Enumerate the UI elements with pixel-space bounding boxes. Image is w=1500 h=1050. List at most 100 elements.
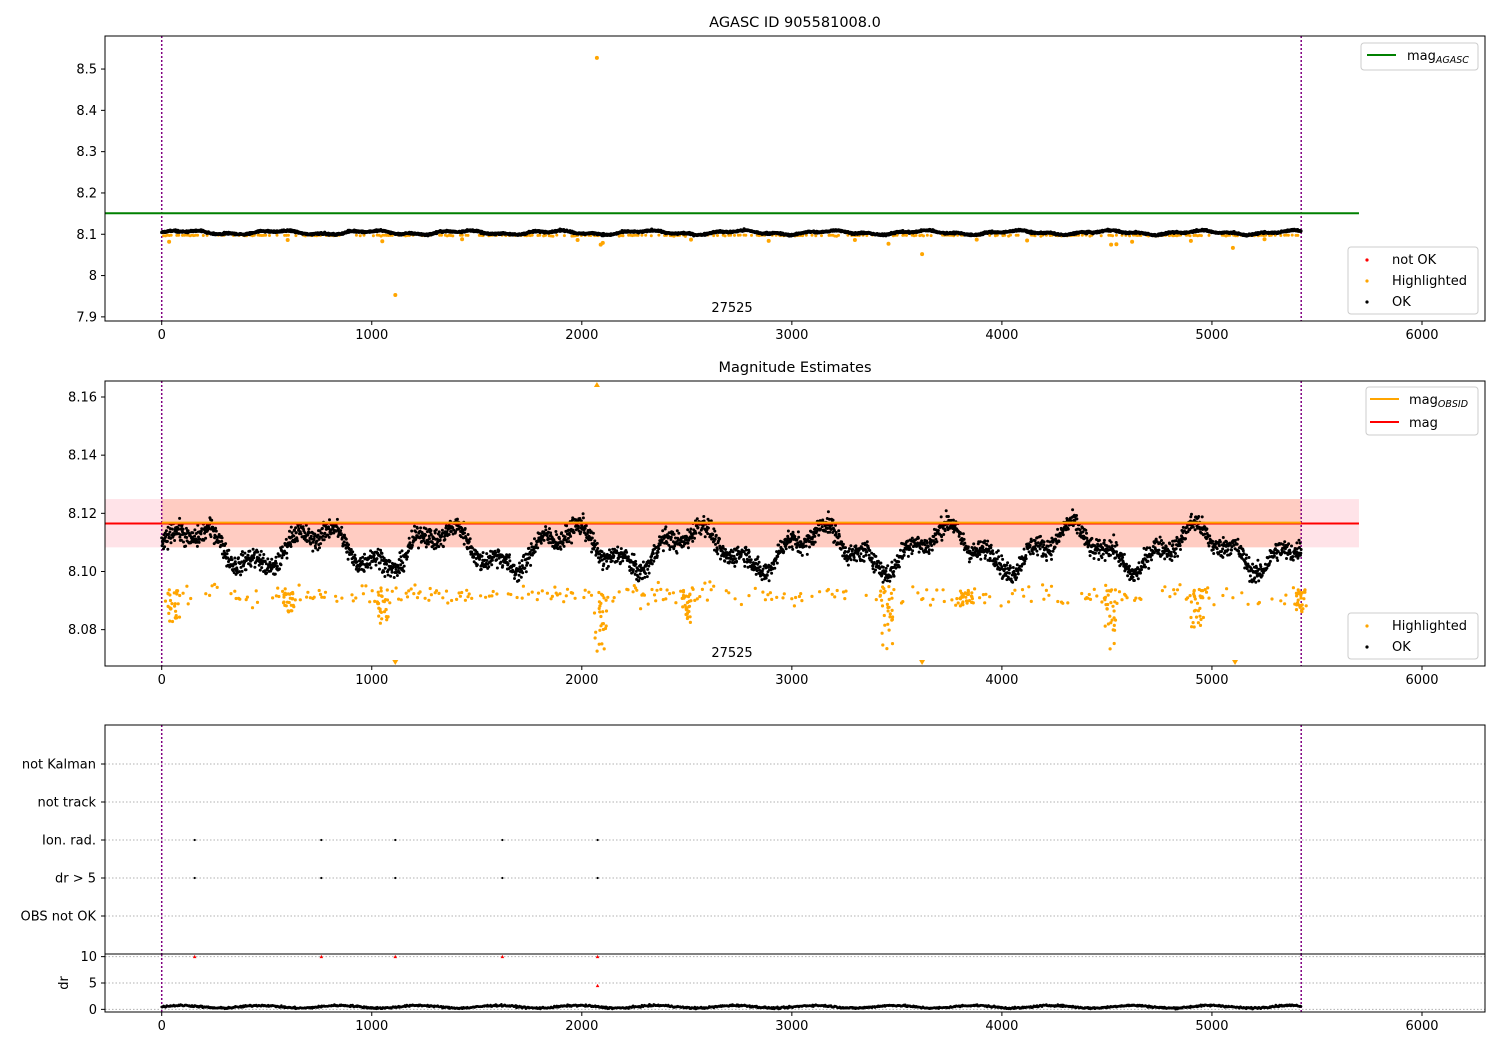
highlighted-point [381, 599, 385, 603]
highlighted-point [601, 593, 605, 598]
highlighted-point [521, 584, 526, 588]
highlighted-point [1199, 234, 1203, 238]
y-tick-label: 8.3 [76, 145, 97, 160]
highlighted-point [1246, 602, 1250, 606]
highlighted-point [285, 600, 289, 604]
ok-point [363, 552, 366, 556]
highlighted-point [268, 234, 271, 237]
highlighted-point [1100, 600, 1104, 604]
highlighted-point [679, 589, 683, 593]
highlighted-point [935, 588, 939, 592]
highlighted-point [1041, 583, 1045, 587]
ok-point [322, 538, 326, 542]
highlighted-point [322, 595, 326, 600]
highlighted-point [1107, 589, 1111, 593]
highlighted-point [1257, 600, 1261, 605]
highlighted-point [843, 597, 847, 601]
highlighted-point [636, 233, 640, 237]
y-tick-label: 8.12 [68, 507, 97, 522]
highlighted-point [761, 590, 765, 594]
highlighted-point [1298, 603, 1302, 608]
ok-point [214, 529, 218, 533]
highlighted-point [684, 612, 688, 617]
highlighted-point [973, 587, 977, 591]
highlighted-point [379, 586, 383, 590]
highlighted-point [1139, 597, 1143, 602]
highlighted-point [254, 589, 258, 593]
highlighted-point [1296, 592, 1300, 596]
highlighted-point [1099, 234, 1103, 238]
highlighted-point [768, 591, 773, 595]
highlighted-point [810, 233, 814, 237]
ok-point [258, 553, 262, 557]
highlighted-point [1302, 597, 1306, 601]
highlighted-point [886, 622, 890, 626]
highlighted-point [1088, 597, 1093, 602]
x-tick-label: 6000 [1405, 328, 1438, 343]
highlighted-point [1105, 607, 1109, 611]
x-tick-label: 4000 [985, 673, 1018, 688]
highlighted-point [1112, 609, 1116, 613]
highlighted-point [571, 591, 575, 595]
highlighted-point [878, 593, 883, 597]
highlighted-point [1112, 623, 1116, 628]
highlighted-point [1221, 593, 1225, 598]
highlighted-point [830, 592, 834, 596]
highlighted-point [1104, 583, 1108, 588]
highlighted-point [553, 585, 557, 589]
highlighted-point [969, 594, 974, 598]
highlighted-point [600, 642, 604, 646]
highlighted-point [169, 607, 173, 611]
ok-point [220, 536, 224, 540]
ok-point [253, 565, 257, 569]
highlighted-point [797, 594, 802, 599]
highlighted-point [340, 596, 344, 600]
highlighted-point [753, 586, 757, 591]
highlighted-point [297, 583, 301, 587]
highlighted-point [170, 602, 174, 606]
highlighted-point [375, 600, 380, 604]
ok-point [308, 531, 311, 535]
highlighted-point [1066, 601, 1070, 605]
highlighted-point [1114, 233, 1118, 237]
highlighted-point [709, 588, 713, 592]
highlighted-point [252, 233, 256, 237]
highlighted-point [290, 597, 294, 601]
ok-point [353, 553, 357, 557]
ok-point [178, 516, 182, 520]
highlighted-point [390, 589, 394, 593]
highlighted-point [744, 233, 748, 237]
y-tick-label: 8.2 [76, 186, 97, 201]
highlighted-point [617, 590, 621, 594]
highlighted-point [640, 233, 644, 237]
highlighted-point [573, 596, 577, 600]
highlighted-point [245, 595, 249, 599]
ok-point [244, 568, 248, 572]
ok-point [335, 517, 339, 521]
ok-point [319, 542, 323, 546]
highlighted-point [173, 604, 177, 608]
highlighted-point [405, 595, 410, 599]
highlighted-point [1284, 593, 1288, 597]
chart-title-agasc: AGASC ID 905581008.0 [709, 15, 881, 31]
highlighted-point [350, 593, 354, 597]
highlighted-point [1113, 588, 1117, 592]
highlighted-point [575, 238, 580, 242]
ok-point [318, 546, 321, 550]
highlighted-point [1108, 614, 1112, 618]
highlighted-point [1117, 590, 1122, 594]
highlighted-point [882, 613, 886, 618]
highlighted-point [650, 587, 654, 592]
ok-point [191, 531, 195, 535]
highlighted-point [1188, 238, 1193, 243]
highlighted-point [166, 604, 170, 609]
highlighted-point [281, 589, 285, 594]
highlighted-point [914, 233, 918, 237]
highlighted-point [942, 599, 946, 604]
highlighted-point [1113, 600, 1117, 604]
highlighted-point [1109, 242, 1114, 247]
highlighted-point [174, 614, 178, 618]
x-tick-label: 4000 [985, 328, 1018, 343]
highlighted-point [604, 598, 608, 602]
ok-point [230, 558, 234, 562]
